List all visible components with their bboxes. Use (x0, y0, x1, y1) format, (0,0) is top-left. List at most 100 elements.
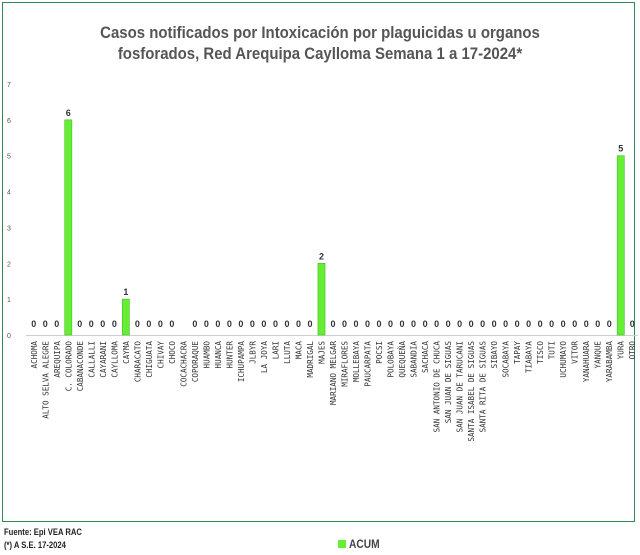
x-tick-label: YARABAMBA (605, 341, 614, 383)
data-label: 0 (492, 319, 497, 329)
data-label: 6 (66, 108, 71, 118)
data-label: 0 (204, 319, 209, 329)
data-label: 0 (238, 319, 243, 329)
x-tick-label: QUEQUEÑA (398, 341, 407, 378)
data-label: 0 (595, 319, 600, 329)
data-label: 0 (434, 319, 439, 329)
chart-frame (2, 2, 635, 522)
y-tick-label: 1 (7, 297, 11, 304)
data-label: 0 (31, 319, 36, 329)
x-tick-label: VITOR (571, 341, 580, 364)
x-tick-label: SABANDIA (410, 341, 419, 378)
data-label: 0 (607, 319, 612, 329)
data-label: 0 (112, 319, 117, 329)
data-label: 0 (538, 319, 543, 329)
data-label: 0 (480, 319, 485, 329)
x-tick-label: HUNTER (225, 341, 234, 369)
x-tick-label: HUAMBO (202, 341, 211, 369)
data-label: 0 (158, 319, 163, 329)
data-label: 0 (342, 319, 347, 329)
period-note: (*) A S.E. 17-2024 (4, 540, 66, 550)
data-label: 0 (388, 319, 393, 329)
x-tick-label: LARI (271, 341, 280, 359)
x-tick-label: SACHACA (421, 341, 430, 373)
data-label: 0 (549, 319, 554, 329)
data-label: 0 (365, 319, 370, 329)
x-tick-label: SOCABAYA (502, 341, 511, 378)
data-label: 0 (572, 319, 577, 329)
x-tick-label: CABANACONDE (76, 341, 85, 392)
x-tick-label: TIABAYA (525, 341, 534, 373)
data-label: 0 (284, 319, 289, 329)
data-label: 0 (561, 319, 566, 329)
x-tick-label: CAYARANI (99, 341, 108, 378)
legend-swatch (338, 540, 346, 548)
x-tick-label: CHARACATO (133, 341, 142, 383)
x-tick-label: POLOBAYA (387, 341, 396, 378)
y-tick-label: 4 (7, 190, 11, 197)
data-label: 0 (215, 319, 220, 329)
bar (317, 262, 326, 336)
x-tick-label: YANAHUARA (582, 341, 591, 383)
data-label: 0 (515, 319, 520, 329)
data-label: 0 (377, 319, 382, 329)
x-tick-label: MADRIGAL (306, 341, 315, 378)
data-label: 0 (54, 319, 59, 329)
x-tick-label: ICHUPAMPA (237, 341, 246, 383)
data-label: 0 (135, 319, 140, 329)
x-tick-label: MAJES (317, 341, 326, 364)
data-label: 0 (296, 319, 301, 329)
x-tick-label: ACHOMA (30, 341, 39, 369)
data-label: 0 (307, 319, 312, 329)
x-tick-label: TISCO (536, 341, 545, 364)
x-tick-label: MARIANO MELGAR (329, 341, 338, 405)
x-tick-label: CAYLLOMA (110, 341, 119, 378)
data-label: 0 (584, 319, 589, 329)
data-label: 0 (77, 319, 82, 329)
data-label: 0 (250, 319, 255, 329)
data-label: 0 (630, 319, 635, 329)
x-tick-label: MOLLEBAYA (352, 341, 361, 383)
y-tick-label: 2 (7, 261, 11, 268)
x-tick-label: CHIVAY (156, 341, 165, 369)
data-label: 0 (100, 319, 105, 329)
data-label: 0 (227, 319, 232, 329)
data-label: 0 (43, 319, 48, 329)
data-label: 0 (457, 319, 462, 329)
y-tick-label: 0 (7, 333, 11, 340)
data-label: 0 (273, 319, 278, 329)
data-label: 0 (411, 319, 416, 329)
x-tick-label: POCSI (375, 341, 384, 364)
y-tick-label: 5 (7, 154, 11, 161)
x-tick-label: SANTA RITA DE SIGUAS (479, 341, 488, 433)
x-tick-label: SAN JUAN DE TARUCANI (456, 341, 465, 432)
data-label: 0 (169, 319, 174, 329)
data-label: 0 (526, 319, 531, 329)
x-tick-label: SANTA ISABEL DE SIGUAS (467, 341, 476, 442)
x-tick-label: CHOCO (168, 341, 177, 364)
x-tick-label: LLUTA (283, 341, 292, 364)
bar-chart: 0 1 2 3 4 5 6 7 0 ACHOMA 0 ALTO SELVA ALEGRE 0 AREQUI… (7, 82, 638, 442)
chart-title: Casos notificados por Intoxicación por p… (100, 23, 540, 63)
chart-legend: ACUM (338, 537, 385, 551)
data-label: 0 (330, 319, 335, 329)
x-tick-label: HUANCA (214, 341, 223, 369)
bar (121, 298, 130, 336)
data-label: 0 (423, 319, 428, 329)
data-label: 0 (400, 319, 405, 329)
x-tick-label: OTRO (628, 341, 637, 360)
x-tick-label: JLBYR (248, 341, 257, 364)
data-label: 2 (319, 251, 324, 261)
data-label: 0 (89, 319, 94, 329)
data-label: 0 (146, 319, 151, 329)
y-tick-label: 3 (7, 225, 11, 232)
x-tick-label: AREQUIPA (53, 341, 62, 378)
x-tick-label: CALLALLI (87, 341, 96, 378)
y-tick-label: 6 (7, 118, 11, 125)
data-label: 1 (123, 287, 128, 297)
x-tick-label: PAUCARPATA (364, 341, 373, 387)
legend-label: ACUM (349, 537, 380, 551)
x-tick-label: SAN ANTONIO DE CHUCA (433, 341, 442, 433)
data-label: 0 (446, 319, 451, 329)
x-tick-label: LA JOYA (260, 341, 269, 373)
